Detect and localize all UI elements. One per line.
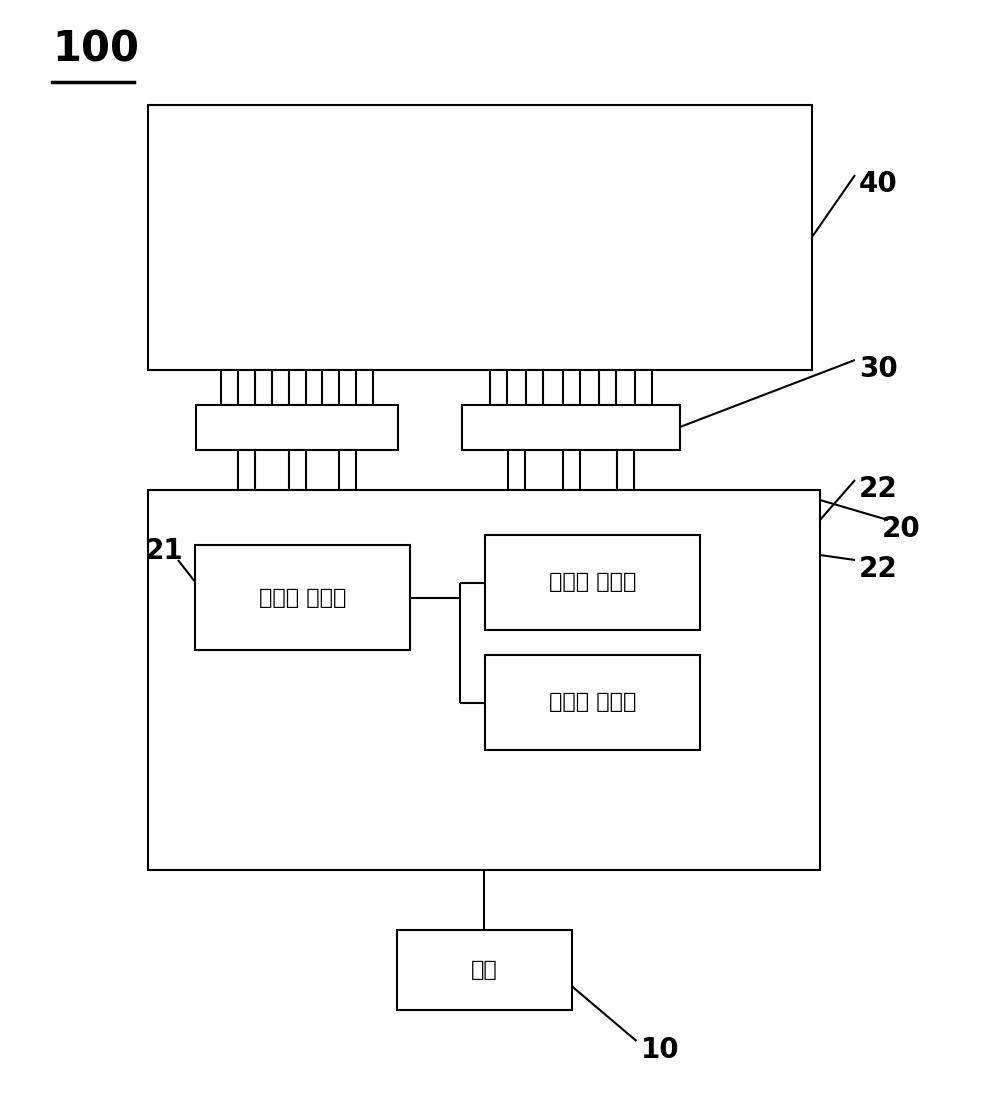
Bar [599,370,615,406]
Bar [617,449,634,490]
Text: 主时序 控制器: 主时序 控制器 [259,588,346,608]
Bar [195,545,410,650]
Text: 从时序 控制器: 从时序 控制器 [549,692,636,712]
Bar [288,370,305,406]
Bar [288,449,305,490]
Bar [196,406,398,449]
Bar [396,930,572,1010]
Bar [563,370,580,406]
Bar [148,106,812,370]
Text: 22: 22 [859,475,898,503]
Bar [635,370,652,406]
Bar [148,490,820,870]
Bar [462,406,680,449]
Bar [255,370,272,406]
Text: 40: 40 [859,170,898,198]
Bar [238,449,255,490]
Text: 主板: 主板 [471,961,497,980]
Text: 从时序 控制器: 从时序 控制器 [549,573,636,592]
Bar [526,370,543,406]
Text: 10: 10 [640,1036,679,1064]
Text: 30: 30 [859,355,898,382]
Bar [563,449,580,490]
Text: 21: 21 [145,537,183,565]
Bar [485,655,700,750]
Bar [322,370,339,406]
Bar [485,535,700,630]
Bar [339,449,356,490]
Bar [221,370,238,406]
Bar [356,370,373,406]
Text: 20: 20 [882,515,921,543]
Text: 100: 100 [52,27,139,70]
Text: 22: 22 [859,555,898,582]
Bar [490,370,506,406]
Bar [508,449,525,490]
